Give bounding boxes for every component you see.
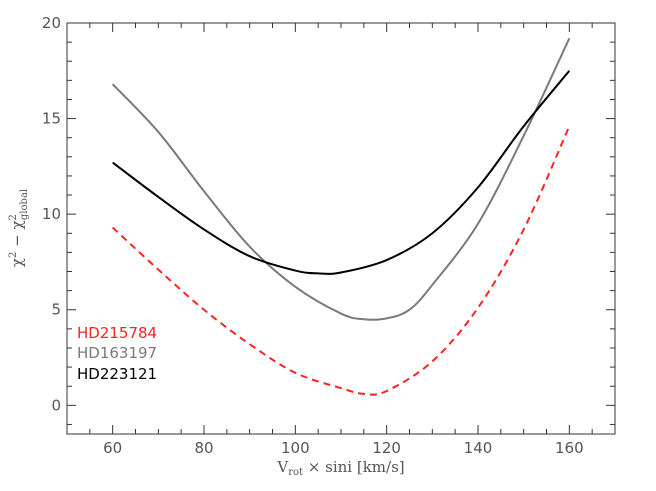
y-tick-label: 5 — [51, 301, 61, 319]
legend-entry-hd223121: HD223121 — [77, 365, 157, 383]
y-tick-label: 0 — [51, 396, 61, 414]
axis-ticks — [66, 22, 616, 434]
x-axis-label: Vrot × sini [km/s] — [276, 458, 404, 478]
legend-entry-hd215784: HD215784 — [77, 324, 157, 342]
series-line-hd215784 — [111, 125, 571, 396]
x-tick-label: 160 — [555, 439, 584, 457]
y-tick-label: 15 — [42, 110, 61, 128]
x-tick-label: 120 — [372, 439, 401, 457]
legend: HD215784 HD163197 HD223121 — [77, 324, 157, 383]
series-line-hd163197 — [111, 37, 571, 321]
x-tick-label: 60 — [103, 439, 122, 457]
x-tick-label: 100 — [281, 439, 310, 457]
x-tick-label: 140 — [464, 439, 493, 457]
y-tick-label: 20 — [42, 14, 61, 32]
legend-entry-hd163197: HD163197 — [77, 344, 157, 362]
y-tick-label: 10 — [42, 205, 61, 223]
x-tick-labels: 60 80 100 120 140 160 — [103, 439, 584, 457]
series-line-hd223121 — [112, 70, 571, 275]
y-tick-labels: 0 5 10 15 20 — [42, 14, 61, 414]
x-tick-label: 80 — [194, 439, 213, 457]
y-axis-label: χ2 − χ2global — [8, 189, 30, 267]
series-layer — [111, 37, 571, 396]
